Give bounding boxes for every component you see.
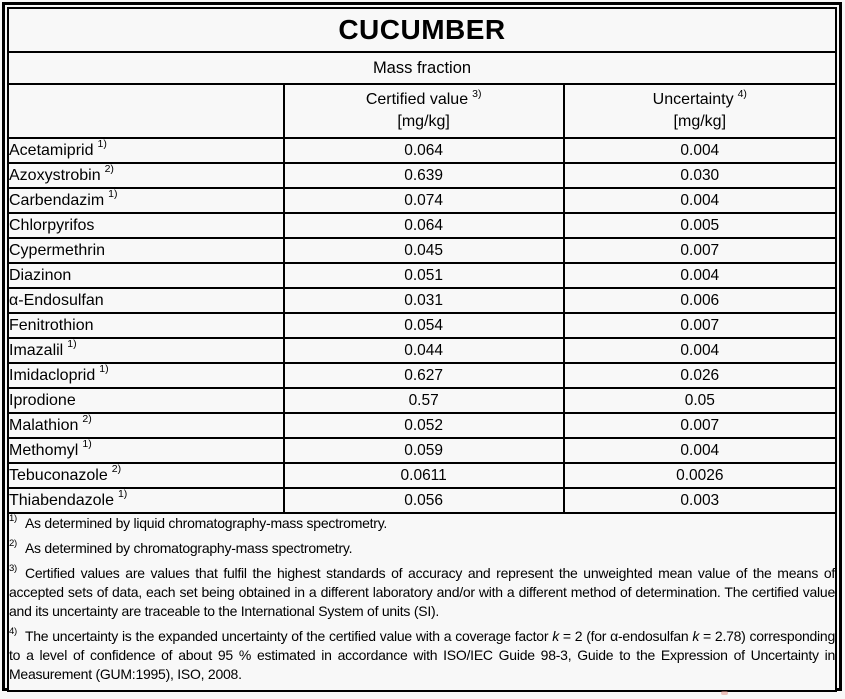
- footnote-4: 4) The uncertainty is the expanded uncert…: [9, 626, 835, 682]
- footnote-ref: 2): [104, 163, 114, 176]
- analyte-name: Iprodione: [9, 391, 76, 409]
- certified-value: 0.627: [282, 362, 565, 389]
- table-row: Tebuconazole 2) 0.0611 0.0026: [7, 462, 838, 489]
- certified-value: 0.051: [282, 262, 565, 289]
- uncertainty-value: 0.007: [562, 237, 838, 264]
- certified-value-header: Certified value 3) [mg/kg]: [282, 83, 565, 139]
- analyte-name: Acetamiprid: [9, 141, 94, 159]
- table-row: Carbendazim 1) 0.074 0.004: [7, 187, 838, 214]
- analyte-name: Imazalil: [9, 341, 64, 359]
- table-row: α-Endosulfan 0.031 0.006: [7, 287, 838, 314]
- analyte-name: Thiabendazole: [9, 491, 114, 509]
- uncertainty-value: 0.026: [562, 362, 838, 389]
- column-header-row: Certified value 3) [mg/kg] Uncertainty 4) …: [7, 83, 838, 139]
- uncertainty-value: 0.007: [562, 312, 838, 339]
- certified-value-unit: [mg/kg]: [397, 113, 450, 130]
- certified-value: 0.639: [282, 162, 565, 189]
- footnote-2: 2) As determined by chromatography-mass s…: [9, 538, 353, 556]
- analyte-name: Imidacloprid: [9, 366, 96, 384]
- footnotes-row: 1) As determined by liquid chromatography…: [7, 512, 837, 692]
- uncertainty-value: 0.004: [562, 262, 838, 289]
- certified-value: 0.064: [282, 137, 565, 164]
- analyte-name: Chlorpyrifos: [9, 216, 95, 234]
- footnote-ref: 1): [97, 138, 107, 151]
- uncertainty-value: 0.030: [562, 162, 838, 189]
- footnote-4-marker: 4): [9, 626, 17, 638]
- cursor-artifact: [721, 691, 728, 695]
- table-row: Malathion 2) 0.052 0.007: [7, 412, 838, 439]
- footnote-ref-3: 3): [472, 88, 482, 101]
- analyte-name: Carbendazim: [9, 191, 105, 209]
- uncertainty-value: 0.004: [562, 187, 838, 214]
- footnotes-section: 1) As determined by liquid chromatography…: [7, 512, 837, 692]
- table-row: Thiabendazole 1) 0.056 0.003: [7, 487, 838, 514]
- footnote-ref: 1): [108, 188, 118, 201]
- page-title: CUCUMBER: [7, 7, 837, 53]
- analyte-name: Diazinon: [9, 266, 72, 284]
- uncertainty-value: 0.004: [562, 437, 838, 464]
- footnote-1-marker: 1): [9, 513, 17, 525]
- table-row: Azoxystrobin 2) 0.639 0.030: [7, 162, 838, 189]
- mass-fraction-label: Mass fraction: [7, 51, 837, 85]
- footnote-1: 1) As determined by liquid chromatography…: [9, 513, 388, 531]
- certified-value: 0.044: [282, 337, 565, 364]
- uncertainty-unit: [mg/kg]: [673, 113, 727, 130]
- uncertainty-value: 0.004: [562, 337, 838, 364]
- certified-value-header-label: Certified value 3): [365, 88, 482, 109]
- uncertainty-value: 0.0026: [562, 462, 838, 489]
- footnote-ref: 1): [67, 338, 77, 351]
- table-row: Methomyl 1) 0.059 0.004: [7, 437, 838, 464]
- certified-value: 0.074: [282, 187, 565, 214]
- table-row: Imazalil 1) 0.044 0.004: [7, 337, 838, 364]
- title-row: CUCUMBER: [7, 7, 837, 53]
- uncertainty-value: 0.006: [562, 287, 838, 314]
- analyte-name: Fenitrothion: [9, 316, 94, 334]
- analyte-name: Malathion: [9, 416, 79, 434]
- table-row: Iprodione 0.57 0.05: [7, 387, 838, 414]
- analyte-name: Cypermethrin: [9, 241, 106, 259]
- footnote-ref: 1): [82, 438, 92, 451]
- table-row: Cypermethrin 0.045 0.007: [7, 237, 838, 264]
- table-row: Diazinon 0.051 0.004: [7, 262, 838, 289]
- certified-values-table: CUCUMBER Mass fraction Certified value 3)…: [7, 7, 838, 692]
- blank-header-cell: [7, 83, 285, 139]
- certified-value: 0.056: [282, 487, 565, 514]
- subtitle-row: Mass fraction: [7, 51, 837, 85]
- footnote-2-marker: 2): [9, 538, 17, 550]
- certified-value: 0.059: [282, 437, 565, 464]
- uncertainty-header: Uncertainty 4) [mg/kg]: [562, 83, 838, 139]
- footnote-ref: 1): [99, 363, 109, 376]
- coverage-factor-k: k: [552, 628, 559, 644]
- footnote-ref: 2): [82, 413, 92, 426]
- analyte-name: α-Endosulfan: [9, 291, 104, 309]
- analyte-name: Azoxystrobin: [9, 166, 101, 184]
- coverage-factor-k: k: [692, 628, 700, 644]
- table-row: Imidacloprid 1) 0.627 0.026: [7, 362, 838, 389]
- footnote-3-marker: 3): [9, 563, 17, 575]
- uncertainty-value: 0.003: [562, 487, 838, 514]
- footnote-ref-4: 4): [737, 88, 747, 101]
- table-row: Acetamiprid 1) 0.064 0.004: [7, 137, 838, 164]
- uncertainty-value: 0.007: [562, 412, 838, 439]
- certified-value: 0.054: [282, 312, 565, 339]
- footnote-3: 3) Certified values are values that fulfi…: [9, 563, 835, 619]
- footnote-ref: 2): [111, 463, 122, 476]
- certified-value: 0.0611: [282, 462, 565, 489]
- certified-value: 0.052: [282, 412, 565, 439]
- uncertainty-value: 0.05: [562, 387, 838, 414]
- certified-value: 0.57: [282, 387, 565, 414]
- uncertainty-value: 0.005: [562, 212, 838, 239]
- table-row: Chlorpyrifos 0.064 0.005: [7, 212, 838, 239]
- analyte-name: Methomyl: [9, 441, 79, 459]
- uncertainty-value: 0.004: [562, 137, 838, 164]
- uncertainty-header-label: Uncertainty 4): [652, 88, 747, 109]
- footnote-ref: 1): [117, 488, 128, 501]
- certified-value: 0.045: [282, 237, 565, 264]
- table-row: Fenitrothion 0.054 0.007: [7, 312, 838, 339]
- certified-value: 0.031: [282, 287, 565, 314]
- certified-value: 0.064: [282, 212, 565, 239]
- analyte-name: Tebuconazole: [9, 466, 108, 484]
